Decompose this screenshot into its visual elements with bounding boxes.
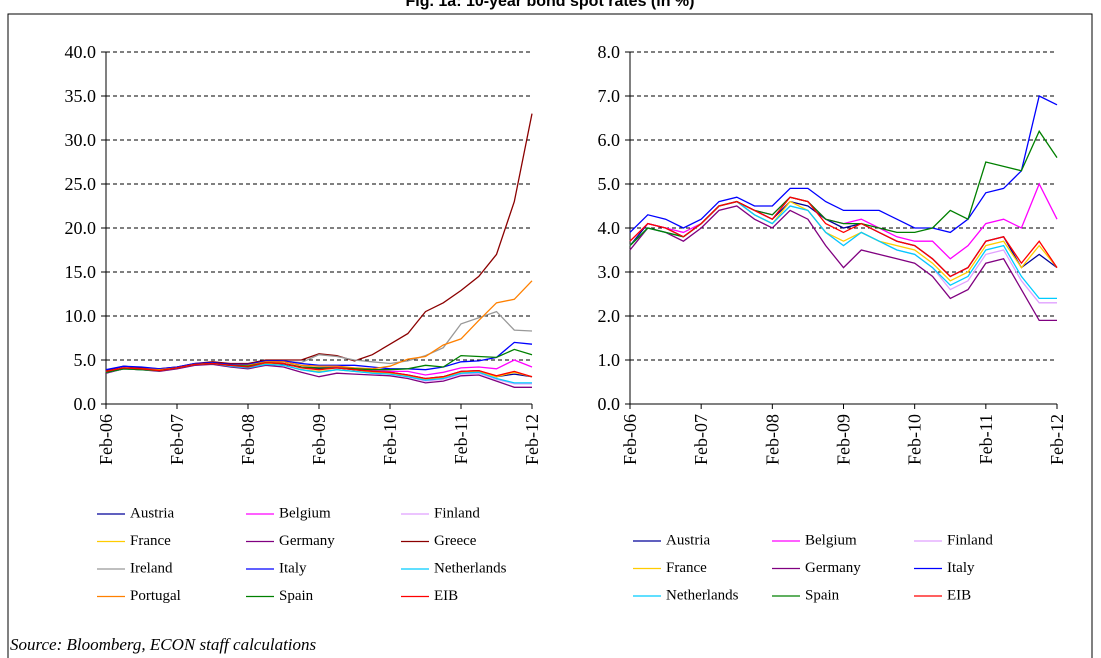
series-line — [629, 205, 1057, 322]
y-tick-label: 30.0 — [65, 130, 97, 150]
legend-label: Italy — [279, 560, 307, 576]
x-tick-label: Feb-06 — [96, 414, 116, 465]
legend-label: Spain — [805, 587, 840, 603]
legend-label: EIB — [434, 588, 458, 604]
y-tick-label: 15.0 — [65, 262, 97, 282]
x-tick-label: Feb-11 — [976, 414, 996, 464]
y-tick-label: 35.0 — [65, 86, 97, 106]
legend-label: Ireland — [130, 560, 173, 576]
y-tick-label: 0.0 — [74, 394, 97, 414]
x-tick-label: Feb-08 — [238, 414, 258, 465]
figure-title: Fig. 1a: 10-year bond spot rates (in %) — [406, 0, 695, 10]
series-line — [629, 200, 1057, 300]
legend-label: Finland — [434, 505, 480, 521]
y-tick-label: 5.0 — [598, 174, 621, 194]
series-line — [629, 95, 1058, 234]
legend-label: Portugal — [130, 588, 181, 604]
legend-label: EIB — [947, 587, 971, 603]
legend-label: Italy — [947, 560, 975, 576]
series-line — [105, 361, 533, 380]
series-line — [629, 200, 1058, 282]
y-tick-label: 0.0 — [598, 394, 621, 414]
y-tick-label: 8.0 — [598, 42, 621, 62]
legend-label: Germany — [805, 560, 861, 576]
y-tick-label: 20.0 — [65, 218, 97, 238]
y-tick-label: 40.0 — [65, 42, 97, 62]
legend-label: Austria — [130, 505, 175, 521]
x-tick-label: Feb-09 — [834, 414, 854, 465]
y-tick-label: 4.0 — [598, 218, 621, 238]
x-tick-label: Feb-12 — [522, 414, 542, 465]
legend-label: France — [666, 560, 707, 576]
x-tick-label: Feb-12 — [1047, 414, 1067, 465]
x-tick-label: Feb-09 — [309, 414, 329, 465]
series-line — [629, 200, 1057, 304]
x-tick-label: Feb-06 — [620, 414, 640, 465]
y-tick-label: 10.0 — [65, 306, 97, 326]
y-tick-label: 6.0 — [598, 130, 621, 150]
legend-label: Austria — [666, 532, 711, 548]
y-tick-label: 7.0 — [598, 86, 621, 106]
legend-label: Netherlands — [666, 587, 739, 603]
legend-label: Germany — [279, 533, 335, 549]
series-line — [105, 341, 533, 371]
frame — [7, 13, 1093, 658]
y-tick-label: 2.0 — [598, 306, 621, 326]
x-tick-label: Feb-07 — [691, 414, 711, 465]
series-line — [629, 196, 1058, 278]
x-tick-label: Feb-10 — [380, 414, 400, 465]
x-tick-label: Feb-08 — [762, 414, 782, 465]
legend-label: Greece — [434, 533, 477, 549]
legend-label: Spain — [279, 588, 314, 604]
series-line — [105, 310, 533, 373]
legend-label: Netherlands — [434, 560, 507, 576]
y-tick-label: 1.0 — [598, 350, 621, 370]
legend-label: Belgium — [805, 532, 857, 548]
source-note: Source: Bloomberg, ECON staff calculatio… — [10, 635, 317, 654]
x-tick-label: Feb-10 — [905, 414, 925, 465]
series-line — [105, 363, 532, 388]
x-tick-label: Feb-11 — [451, 414, 471, 464]
series-line — [105, 280, 533, 373]
y-tick-label: 25.0 — [65, 174, 97, 194]
x-tick-label: Feb-07 — [167, 414, 187, 465]
legend-label: France — [130, 533, 171, 549]
legend-label: Finland — [947, 532, 993, 548]
y-tick-label: 5.0 — [74, 350, 97, 370]
y-tick-label: 3.0 — [598, 262, 621, 282]
legend-label: Belgium — [279, 505, 331, 521]
